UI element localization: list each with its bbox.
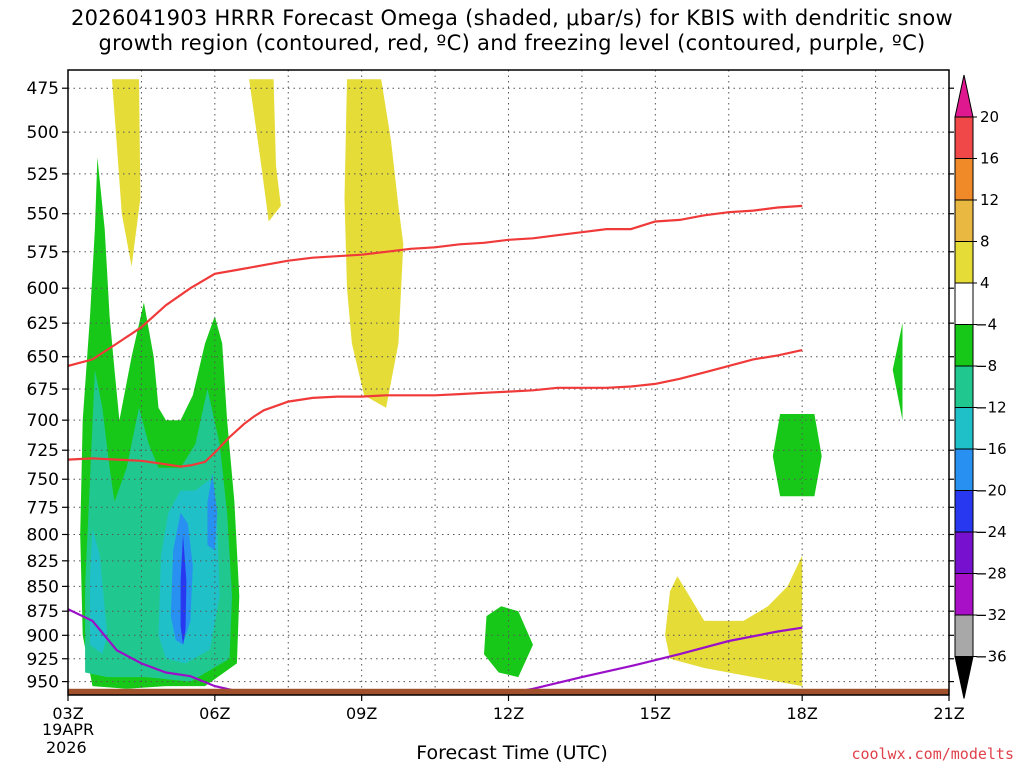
colorbar-label: 4: [980, 274, 990, 292]
y-tick-label: 675: [27, 380, 59, 400]
colorbar-top-arrow: [954, 74, 974, 118]
y-axis: 475 500 525 550 575 600 625 650 675 700 725 750 775 8…: [27, 79, 954, 693]
y-tick-label: 550: [27, 205, 59, 225]
colorbar-label: −12: [975, 399, 1007, 417]
ground-band: [68, 688, 949, 695]
y-tick-label: 700: [27, 411, 59, 431]
y-tick-label: 850: [27, 577, 59, 597]
ground: [68, 688, 949, 695]
x-date-line2: 2026: [46, 738, 87, 757]
y-tick-label: 925: [27, 650, 59, 670]
title-line-1: 2026041903 HRRR Forecast Omega (shaded, …: [70, 6, 954, 30]
y-tick-label: 800: [27, 525, 59, 545]
colorbar-band: [954, 531, 974, 574]
colorbar: 20 16 12 8 4 −4 −8 −12 −16 −20 −24 −28 −32 −36: [954, 74, 1007, 699]
dgz-contour: [68, 204, 803, 367]
y-tick-label: 500: [27, 123, 59, 143]
y-tick-label: 900: [27, 626, 59, 646]
colorbar-band: [954, 282, 974, 325]
y-tick-label: 875: [27, 602, 59, 622]
y-tick-label: 625: [27, 314, 59, 334]
colorbar-band: [954, 241, 974, 284]
dgz-contour: [68, 349, 803, 468]
title-line-2: growth region (contoured, red, ºC) and f…: [98, 31, 926, 55]
x-axis-label: Forecast Time (UTC): [416, 742, 608, 764]
x-tick-label: 03Z: [52, 704, 83, 723]
omega-region: [249, 79, 281, 222]
colorbar-label: −24: [975, 523, 1007, 541]
omega-shading: [80, 79, 903, 689]
omega-region: [665, 555, 803, 687]
colorbar-label: −32: [975, 606, 1007, 624]
y-tick-label: 725: [27, 441, 59, 461]
y-tick-label: 575: [27, 243, 59, 263]
omega-region: [772, 414, 822, 497]
colorbar-label: 8: [980, 233, 990, 251]
freezing-level-contour: [68, 608, 235, 692]
colorbar-band: [954, 448, 974, 491]
colorbar-band: [954, 490, 974, 533]
x-tick-label: 09Z: [346, 704, 377, 723]
y-tick-label: 475: [27, 79, 59, 99]
y-tick-label: 825: [27, 552, 59, 572]
colorbar-band: [954, 199, 974, 242]
y-tick-label: 650: [27, 348, 59, 368]
colorbar-band: [954, 324, 974, 367]
colorbar-bottom-arrow: [954, 656, 974, 699]
omega-region: [892, 323, 903, 421]
x-date-line1: 19APR: [42, 720, 94, 739]
x-tick-label: 12Z: [493, 704, 524, 723]
chart-title: 2026041903 HRRR Forecast Omega (shaded, …: [0, 6, 1024, 56]
colorbar-band: [954, 614, 974, 657]
x-tick-label: 18Z: [787, 704, 818, 723]
colorbar-label: −28: [975, 565, 1007, 583]
colorbar-label: −36: [975, 648, 1007, 666]
x-axis: 03Z 06Z 09Z 12Z 15Z 18Z 21Z: [52, 695, 965, 723]
y-tick-label: 775: [27, 498, 59, 518]
omega-region: [344, 79, 404, 408]
colorbar-label: 16: [980, 150, 999, 168]
x-tick-label: 15Z: [640, 704, 671, 723]
colorbar-label: −4: [975, 316, 997, 334]
omega-region: [112, 79, 141, 267]
y-tick-label: 750: [27, 470, 59, 490]
omega-region: [180, 534, 187, 645]
colorbar-label: 20: [980, 108, 999, 126]
colorbar-band: [954, 365, 974, 408]
colorbar-band: [954, 116, 974, 159]
colorbar-label: −16: [975, 440, 1007, 458]
colorbar-label: −8: [975, 357, 997, 375]
omega-region: [207, 473, 218, 551]
y-tick-label: 525: [27, 165, 59, 185]
colorbar-label: −20: [975, 482, 1007, 500]
credit-text: coolwx.com/modelts: [851, 745, 1014, 763]
x-tick-label: 06Z: [199, 704, 230, 723]
colorbar-label: 12: [980, 191, 999, 209]
omega-region: [484, 606, 533, 678]
colorbar-band: [954, 573, 974, 616]
grid-lines: [67, 70, 950, 695]
colorbar-band: [954, 407, 974, 450]
x-tick-label: 21Z: [933, 704, 964, 723]
colorbar-band: [954, 158, 974, 201]
y-tick-label: 600: [27, 279, 59, 299]
y-tick-label: 950: [27, 673, 59, 693]
